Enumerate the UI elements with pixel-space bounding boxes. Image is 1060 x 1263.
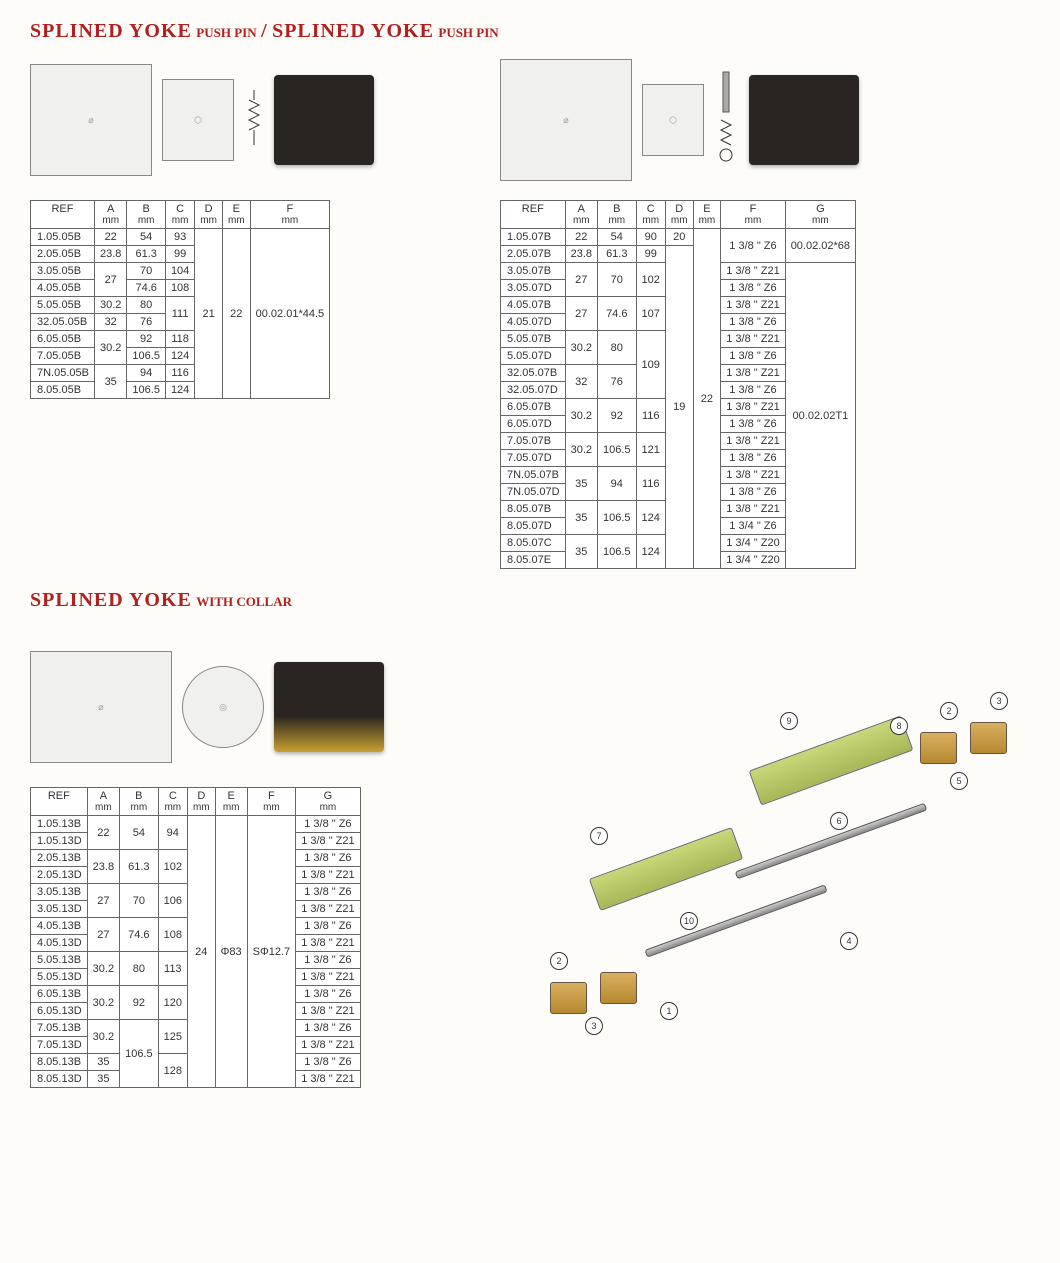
callout-5: 5 bbox=[950, 772, 968, 790]
diagram-row-1: ⌀ ⬡ bbox=[30, 55, 470, 185]
tech-drawing-3b: ◎ bbox=[182, 666, 264, 748]
tech-drawing-1a: ⌀ bbox=[30, 64, 152, 176]
title2-sub: PUSH PIN bbox=[438, 25, 498, 40]
callout-3b: 3 bbox=[585, 1017, 603, 1035]
bolt-spring-icon bbox=[714, 70, 739, 170]
diagram-row-3: ⌀ ◎ bbox=[30, 642, 510, 772]
callout-2b: 2 bbox=[550, 952, 568, 970]
callout-10: 10 bbox=[680, 912, 698, 930]
tech-drawing-2a: ⌀ bbox=[500, 59, 632, 181]
callout-6: 6 bbox=[830, 812, 848, 830]
spec-table-1: REFABCDEFmmmmmmmmmmmm1.05.05B22549321220… bbox=[30, 200, 330, 399]
title3-main: SPLINED YOKE bbox=[30, 589, 192, 611]
exploded-assembly-diagram: 2 3 5 8 9 6 7 10 4 1 2 3 bbox=[530, 682, 1030, 1032]
tech-drawing-3a: ⌀ bbox=[30, 651, 172, 763]
title-slash: / bbox=[261, 20, 268, 42]
yoke-photo-2 bbox=[749, 75, 859, 165]
title3-sub: WITH COLLAR bbox=[196, 594, 292, 609]
spec-table-2: REFABCDEFGmmmmmmmmmmmmmm1.05.07B22549020… bbox=[500, 200, 856, 569]
diagram-row-2: ⌀ ⬡ bbox=[500, 55, 1030, 185]
callout-7: 7 bbox=[590, 827, 608, 845]
yoke-photo-3 bbox=[274, 662, 384, 752]
title1-main: SPLINED YOKE bbox=[30, 20, 192, 42]
title1-sub: PUSH PIN bbox=[196, 25, 256, 40]
callout-4: 4 bbox=[840, 932, 858, 950]
callout-2: 2 bbox=[940, 702, 958, 720]
page-title: SPLINED YOKE PUSH PIN / SPLINED YOKE PUS… bbox=[30, 20, 1030, 43]
callout-8: 8 bbox=[890, 717, 908, 735]
spring-icon bbox=[244, 85, 264, 155]
callout-1: 1 bbox=[660, 1002, 678, 1020]
callout-3: 3 bbox=[990, 692, 1008, 710]
callout-9: 9 bbox=[780, 712, 798, 730]
spec-table-3: REFABCDEFGmmmmmmmmmmmmmm1.05.13B22549424… bbox=[30, 787, 361, 1088]
tech-drawing-1b: ⬡ bbox=[162, 79, 234, 161]
tech-drawing-2b: ⬡ bbox=[642, 84, 704, 156]
yoke-photo-1 bbox=[274, 75, 374, 165]
title2-main: SPLINED YOKE bbox=[272, 20, 434, 42]
